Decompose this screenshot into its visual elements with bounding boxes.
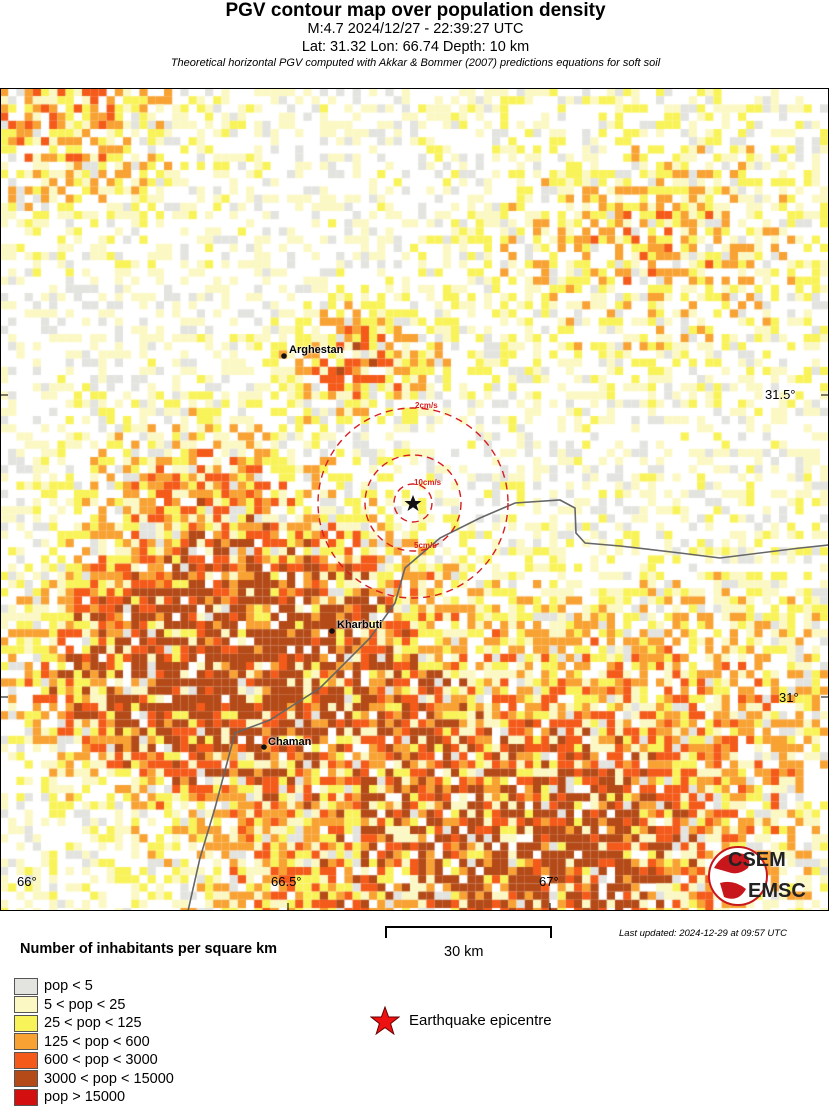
border-line [187,499,828,910]
legend-swatch [14,996,38,1013]
contour-5cm [364,454,462,552]
event-info: M:4.7 2024/12/27 - 22:39:27 UTC [307,21,524,37]
city-label-arghestan: Arghestan [289,344,344,356]
legend-swatch [14,1070,38,1087]
map-overlay [1,353,828,910]
legend-swatch [14,977,38,995]
legend-swatch [14,1051,38,1069]
csem-emsc-logo [708,846,768,906]
population-map: CSEM EMSC Arghestan Kharbuti Chaman 2cm/… [0,88,829,911]
legend-item: 3000 < pop < 15000 [14,1070,174,1088]
contour-10cm [393,483,433,523]
legend-title: Number of inhabitants per square km [20,941,278,957]
epicentre-star-icon [404,495,422,511]
city-label-kharbuti: Kharbuti [337,619,383,631]
legend-label: pop > 15000 [44,1089,126,1105]
contour-2cm [317,407,509,599]
legend-label: 125 < pop < 600 [44,1033,150,1050]
legend-item: pop < 5 [14,977,93,995]
scale-bar [385,926,552,938]
method-note: Theoretical horizontal PGV computed with… [170,57,661,69]
legend-label: 3000 < pop < 15000 [44,1070,174,1087]
legend-item: 125 < pop < 600 [14,1033,150,1051]
lat-tick-31-5: 31.5° [765,387,796,402]
epicentre-legend-star-icon [370,1006,400,1036]
lon-tick-67: 67° [539,874,559,889]
city-marker-chaman [261,744,267,750]
city-label-chaman: Chaman [268,736,312,748]
lon-tick-66-5: 66.5° [271,874,302,889]
legend-item: 25 < pop < 125 [14,1014,142,1032]
lat-tick-31: 31° [779,690,799,705]
lon-tick-66: 66° [17,874,37,889]
logo-text-top: CSEM [728,849,786,871]
legend-swatch [14,1033,38,1050]
city-marker-arghestan [281,353,287,359]
event-location: Lat: 31.32 Lon: 66.74 Depth: 10 km [301,39,530,55]
legend-item: 5 < pop < 25 [14,996,125,1014]
legend-swatch [14,1088,38,1106]
legend-item: 600 < pop < 3000 [14,1051,158,1069]
legend-label: pop < 5 [44,978,93,994]
legend-item: pop > 15000 [14,1088,125,1106]
logo-text-bottom: EMSC [748,880,806,902]
map-title: PGV contour map over population density [225,0,606,21]
legend-label: 600 < pop < 3000 [44,1052,158,1068]
legend-label: 5 < pop < 25 [44,996,126,1013]
last-updated: Last updated: 2024-12-29 at 09:57 UTC [619,928,787,939]
contour-label-10cm: 10cm/s [414,478,442,487]
city-marker-kharbuti [329,628,335,634]
epicentre-legend-label: Earthquake epicentre [409,1012,552,1029]
contour-label-5cm: 5cm/s [414,541,437,550]
contour-label-2cm: 2cm/s [415,401,438,410]
scale-bar-label: 30 km [444,944,484,960]
legend-label: 25 < pop < 125 [44,1015,142,1031]
legend-swatch [14,1014,38,1032]
